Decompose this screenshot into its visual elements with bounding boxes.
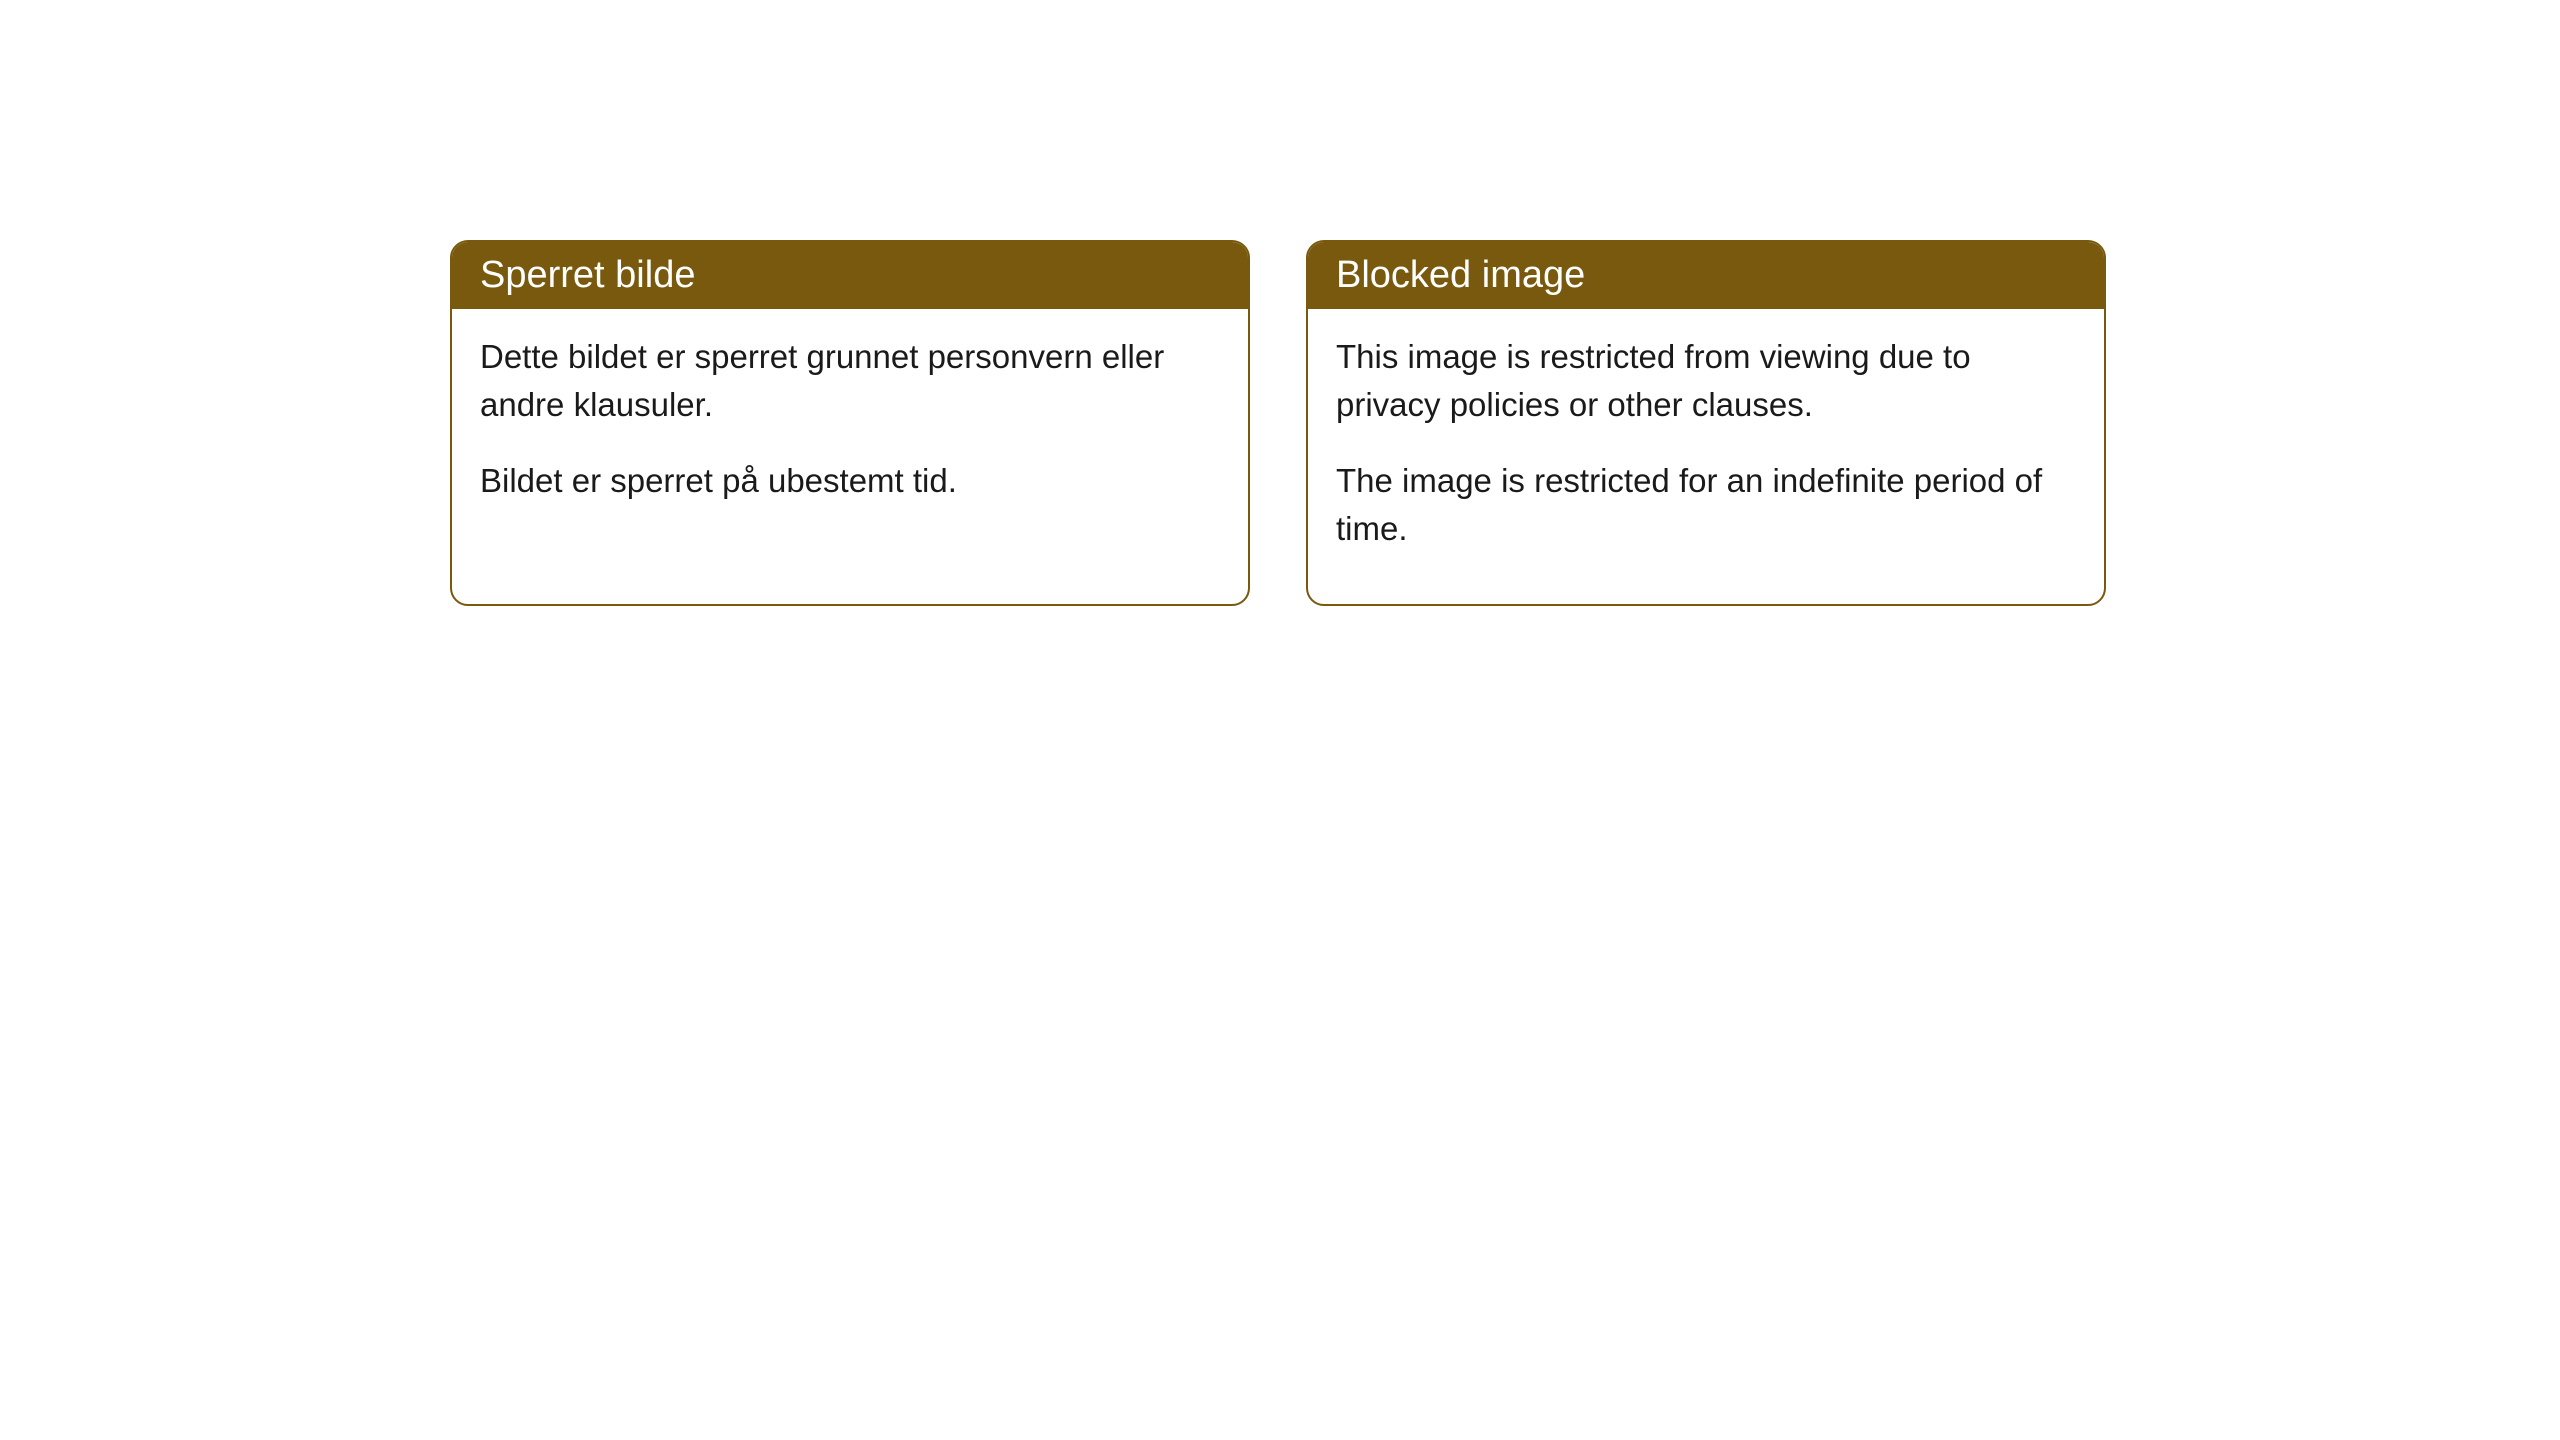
card-paragraph: This image is restricted from viewing du…	[1336, 333, 2076, 429]
card-body-english: This image is restricted from viewing du…	[1308, 309, 2104, 604]
notice-card-norwegian: Sperret bilde Dette bildet er sperret gr…	[450, 240, 1250, 606]
card-header-english: Blocked image	[1308, 242, 2104, 309]
card-title: Sperret bilde	[480, 254, 695, 296]
card-header-norwegian: Sperret bilde	[452, 242, 1248, 309]
card-paragraph: Dette bildet er sperret grunnet personve…	[480, 333, 1220, 429]
card-paragraph: The image is restricted for an indefinit…	[1336, 457, 2076, 553]
card-body-norwegian: Dette bildet er sperret grunnet personve…	[452, 309, 1248, 557]
card-title: Blocked image	[1336, 254, 1585, 296]
notice-card-english: Blocked image This image is restricted f…	[1306, 240, 2106, 606]
notice-container: Sperret bilde Dette bildet er sperret gr…	[450, 240, 2106, 606]
card-paragraph: Bildet er sperret på ubestemt tid.	[480, 457, 1220, 505]
